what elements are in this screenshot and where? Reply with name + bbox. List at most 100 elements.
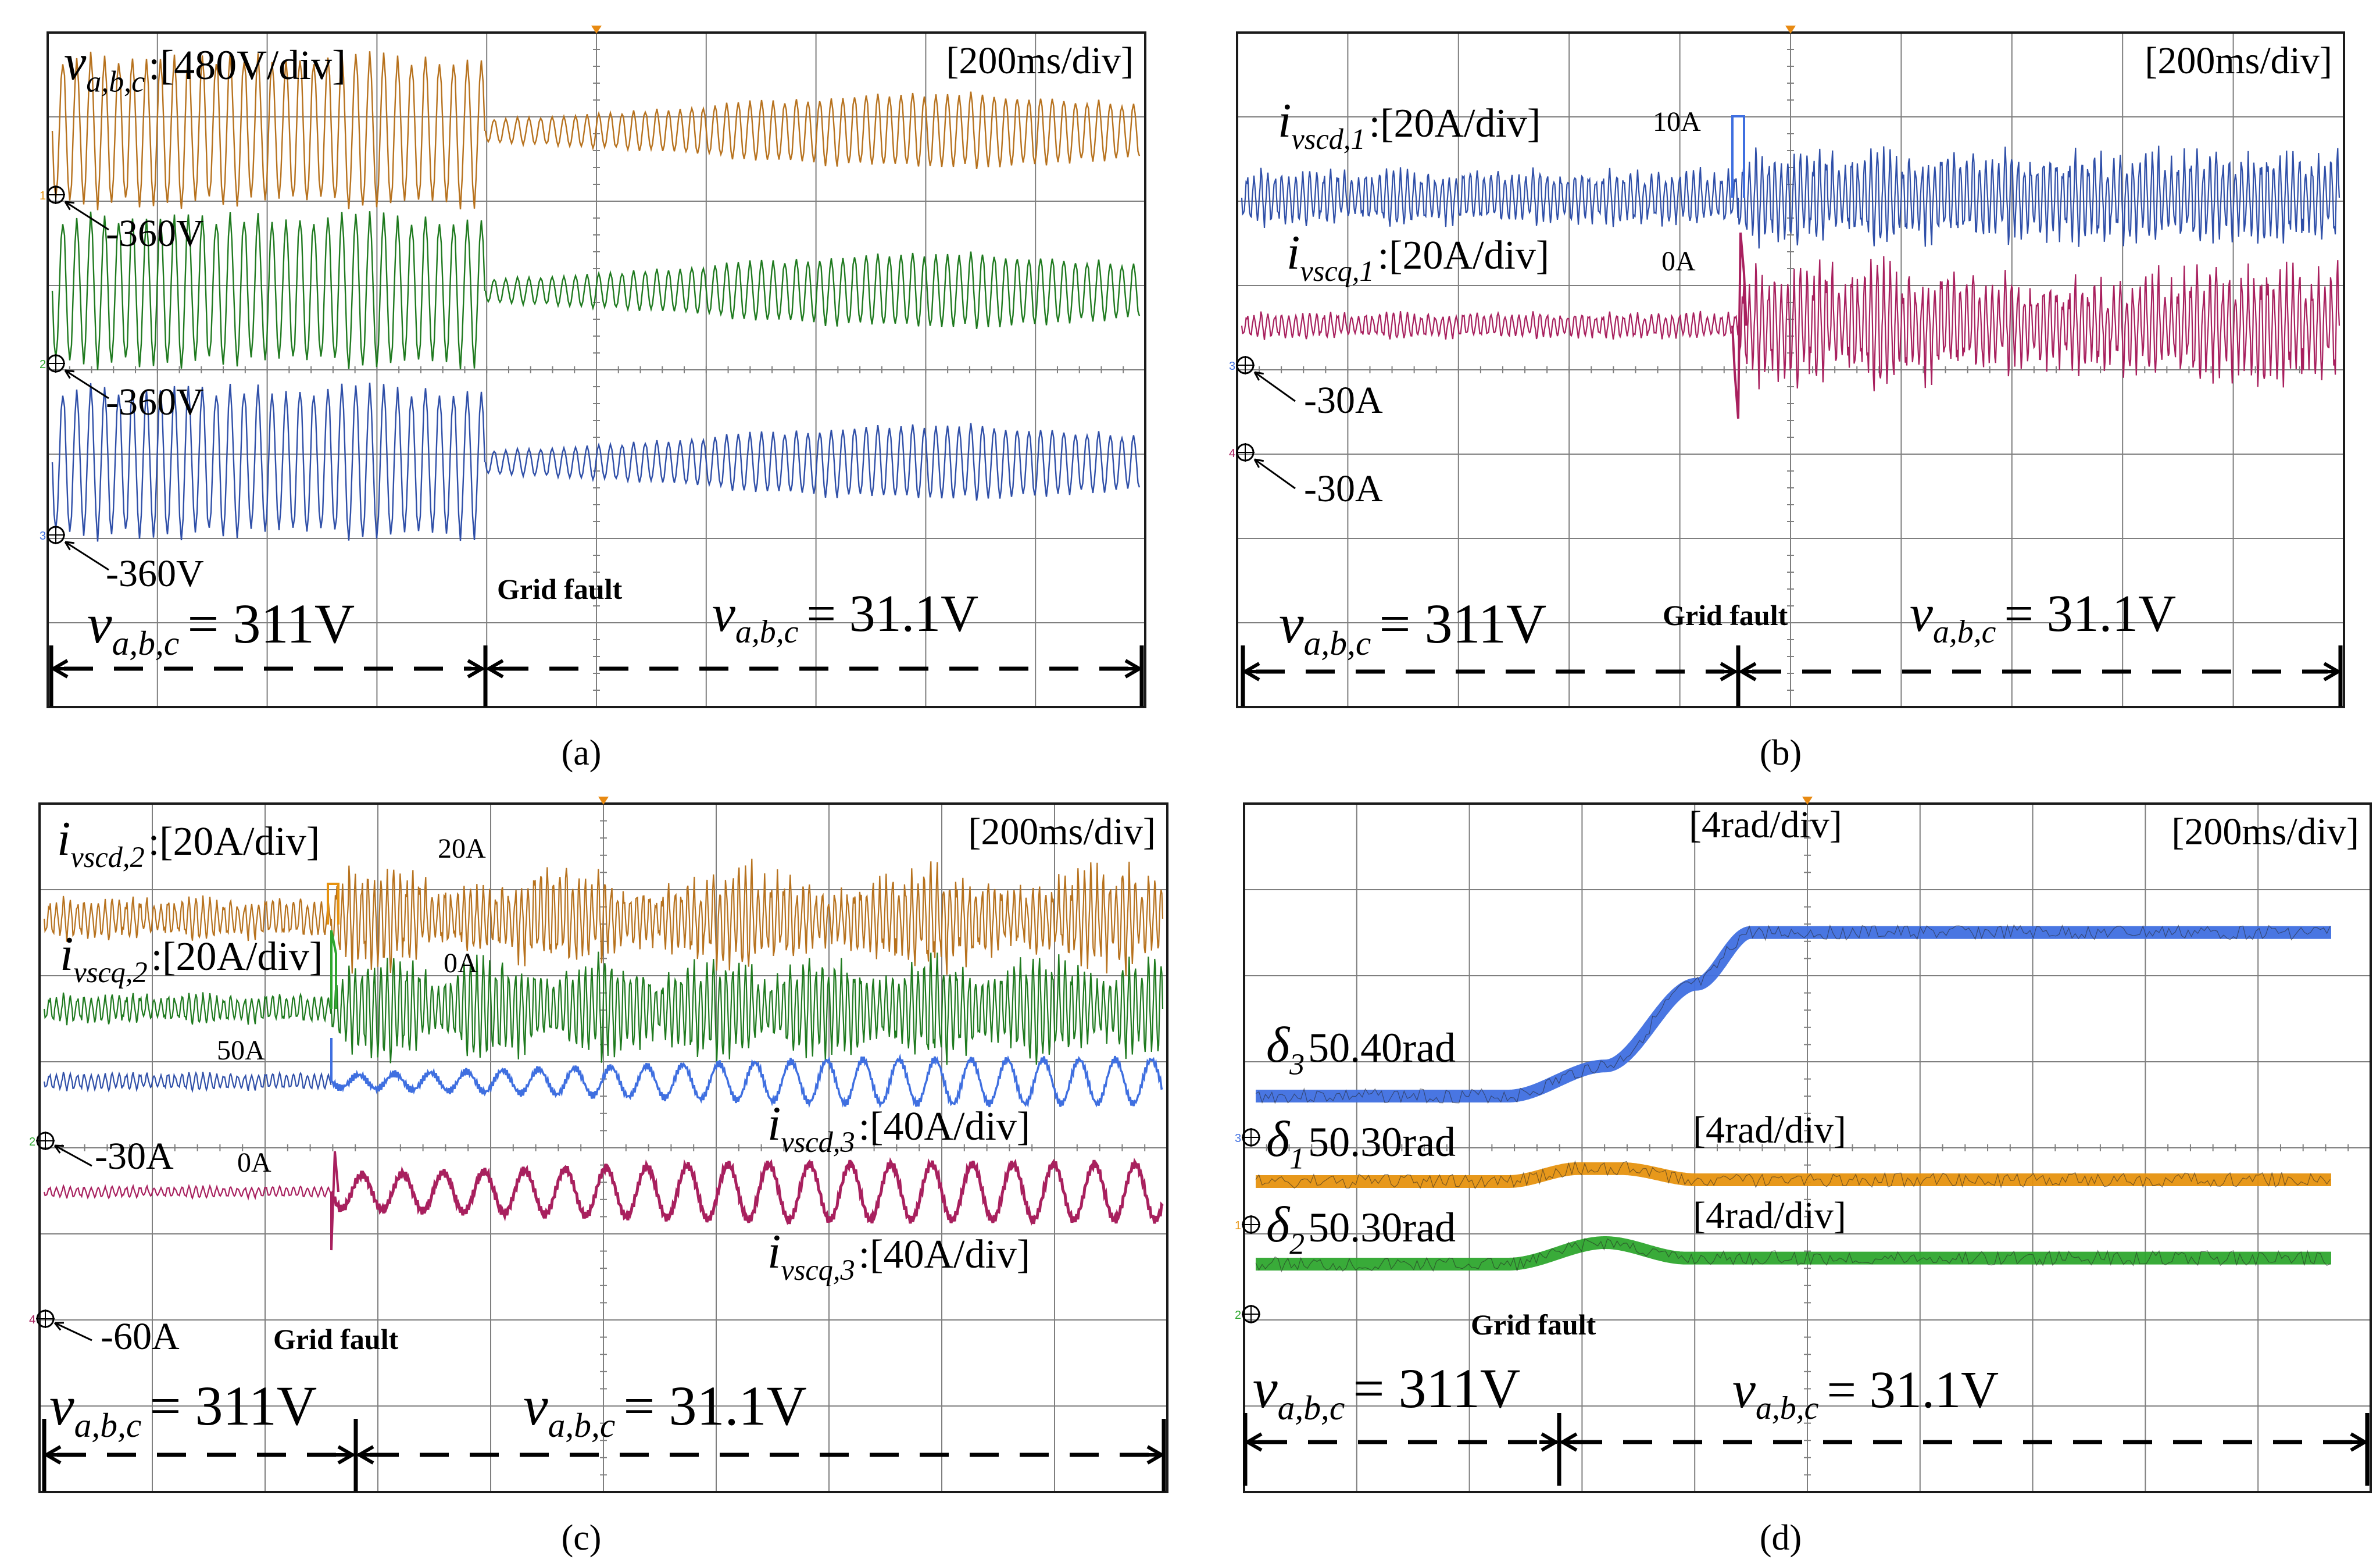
trigger-marker-icon bbox=[1802, 797, 1813, 805]
channel-ground-marker: 3 bbox=[1235, 1132, 1241, 1145]
panel-c: 2 4 -30A -60A ivscd,2:[20A/div] 20A ivscq,2:[2… bbox=[29, 797, 1168, 1558]
channel-ground-marker: 1 bbox=[1235, 1219, 1241, 1232]
offset-arrow-icon bbox=[64, 201, 75, 210]
offset-label-3: -30A bbox=[1304, 379, 1383, 422]
trace-v-c-pre-fault bbox=[51, 383, 486, 542]
trace-v-a-post-fault bbox=[484, 91, 1141, 169]
offset-label-2: -360V bbox=[106, 381, 204, 423]
grid-fault-label: Grid fault bbox=[497, 573, 623, 605]
scale-label-delta-1: [4rad/div] bbox=[1693, 1109, 1846, 1151]
panel-a: 1 -360V 2 -360V 3 -360V va,b,c:[480V/div] [200m… bbox=[40, 26, 1146, 773]
offset-label-3: -360V bbox=[106, 552, 204, 595]
post-fault-span-left-arrow-icon bbox=[1559, 1432, 1579, 1452]
time-scale-label: [200ms/div] bbox=[2171, 811, 2359, 853]
offset-label-4: -30A bbox=[1304, 468, 1383, 510]
offset-arrow bbox=[54, 1144, 92, 1167]
trace-delta-2 bbox=[1250, 1236, 2337, 1271]
trace-i-vscd-3-post bbox=[331, 1053, 1163, 1109]
post-fault-span-left-arrow-icon bbox=[1738, 662, 1758, 681]
trace-i-vscd-1-pre bbox=[1241, 167, 1739, 228]
post-fault-voltage-label: va,b,c = 31.1V bbox=[1732, 1361, 1999, 1426]
channel-label-i-vscq-1: ivscq,1:[20A/div] bbox=[1287, 226, 1549, 287]
offset-arrow-icon bbox=[1253, 458, 1264, 468]
offset-arrow-icon bbox=[53, 1322, 65, 1331]
channel-ground-marker: 2 bbox=[40, 358, 46, 371]
offset-arrow bbox=[1254, 458, 1296, 490]
channel-label-i-vscq-3: ivscq,3:[40A/div] bbox=[767, 1225, 1030, 1286]
offset-arrow-icon bbox=[53, 1144, 65, 1154]
channel-label-v: va,b,c:[480V/div] bbox=[64, 34, 346, 99]
trace-i-vscd-1-post bbox=[1737, 145, 2340, 249]
offset-arrow-icon bbox=[1253, 371, 1264, 381]
trace-i-vscq-2-spike bbox=[330, 930, 337, 1009]
pre-fault-voltage-label: va,b,c = 311V bbox=[1279, 593, 1546, 662]
caption-d: (d) bbox=[1760, 1518, 1802, 1558]
trace-delta-2-noise bbox=[1255, 1238, 2331, 1273]
trace-i-vscq-1-post bbox=[1737, 256, 2340, 392]
post-fault-span-left-arrow-icon bbox=[356, 1445, 376, 1465]
post-fault-span-right-arrow-icon bbox=[2322, 662, 2342, 681]
trigger-marker-icon bbox=[598, 797, 609, 805]
trace-i-vscd-2-pre bbox=[43, 895, 332, 942]
channel-label-delta-3: δ350.40rad bbox=[1266, 1017, 1456, 1082]
pre-fault-span-right-arrow-icon bbox=[466, 659, 485, 679]
channel-ground-marker: 4 bbox=[1229, 447, 1235, 460]
trace-v-c-post-fault bbox=[484, 423, 1141, 501]
post-fault-voltage-label: va,b,c = 31.1V bbox=[712, 585, 978, 650]
post-fault-span-right-arrow-icon bbox=[2349, 1432, 2368, 1452]
caption-a: (a) bbox=[562, 733, 602, 773]
trace-i-vscq-3-pre bbox=[43, 1183, 332, 1201]
grid-fault-label: Grid fault bbox=[1663, 599, 1788, 631]
offset-arrow bbox=[1254, 371, 1296, 402]
grid-fault-label: Grid fault bbox=[273, 1323, 399, 1355]
pre-fault-span-left-arrow-icon bbox=[1244, 1432, 1264, 1452]
scale-label-delta-2: [4rad/div] bbox=[1693, 1194, 1846, 1237]
trace-v-b-post-fault bbox=[484, 251, 1141, 329]
trace-i-vscd-3-pre bbox=[43, 1070, 332, 1093]
trace-delta-1 bbox=[1250, 1162, 2337, 1188]
channel-ground-marker: 3 bbox=[40, 530, 46, 543]
trace-i-vscd-2-spike bbox=[327, 883, 340, 925]
value-label-10A: 10A bbox=[1653, 106, 1701, 137]
trace-v-a-pre-fault bbox=[51, 51, 486, 210]
trace-i-vscq-1-pre bbox=[1241, 311, 1739, 340]
offset-label-4: -60A bbox=[101, 1315, 180, 1358]
channel-label-i-vscd-1: ivscd,1:[20A/div] bbox=[1278, 94, 1541, 155]
pre-fault-span-left-arrow-icon bbox=[43, 1445, 63, 1465]
post-fault-span-right-arrow-icon bbox=[1123, 659, 1143, 679]
channel-label-i-vscq-2: ivscq,2:[20A/div] bbox=[60, 927, 323, 989]
pre-fault-span-right-arrow-icon bbox=[1539, 1432, 1559, 1452]
pre-fault-voltage-label: va,b,c = 311V bbox=[87, 593, 355, 662]
channel-label-delta-1: δ150.30rad bbox=[1266, 1111, 1456, 1176]
grid-fault-label: Grid fault bbox=[1471, 1308, 1596, 1341]
offset-label-2: -30A bbox=[95, 1135, 174, 1177]
offset-arrow bbox=[54, 1322, 92, 1341]
pre-fault-voltage-label: va,b,c = 311V bbox=[49, 1375, 317, 1444]
time-scale-label: [200ms/div] bbox=[946, 40, 1134, 82]
value-label-0A-q2: 0A bbox=[444, 948, 478, 979]
pre-fault-span-right-arrow-icon bbox=[1718, 662, 1738, 681]
pre-fault-span-left-arrow-icon bbox=[50, 659, 70, 679]
trigger-marker-icon bbox=[1785, 26, 1796, 34]
offset-arrow bbox=[65, 201, 109, 231]
post-fault-span-left-arrow-icon bbox=[485, 659, 505, 679]
trace-delta-1-noise bbox=[1255, 1160, 2331, 1190]
offset-label-1: -360V bbox=[106, 212, 204, 255]
post-fault-voltage-label: va,b,c = 31.1V bbox=[523, 1375, 807, 1444]
channel-ground-marker: 4 bbox=[29, 1314, 35, 1326]
value-label-0A-q3: 0A bbox=[237, 1147, 271, 1178]
channel-ground-marker: 3 bbox=[1229, 360, 1235, 373]
pre-fault-voltage-label: va,b,c = 311V bbox=[1253, 1357, 1520, 1427]
trace-i-vscq-2-pre bbox=[43, 992, 332, 1026]
offset-arrow bbox=[65, 541, 109, 571]
caption-b: (b) bbox=[1760, 733, 1802, 773]
post-fault-voltage-label: va,b,c = 31.1V bbox=[1910, 585, 2176, 650]
caption-c: (c) bbox=[562, 1518, 602, 1558]
offset-arrow-icon bbox=[64, 369, 75, 379]
time-scale-label: [200ms/div] bbox=[2145, 40, 2332, 82]
offset-arrow-icon bbox=[64, 541, 75, 551]
trace-i-vscd-2-post bbox=[330, 858, 1164, 976]
channel-label-delta-2: δ250.30rad bbox=[1266, 1197, 1456, 1261]
trace-i-vscq-2-post bbox=[330, 951, 1164, 1065]
value-label-0A: 0A bbox=[1661, 246, 1696, 277]
